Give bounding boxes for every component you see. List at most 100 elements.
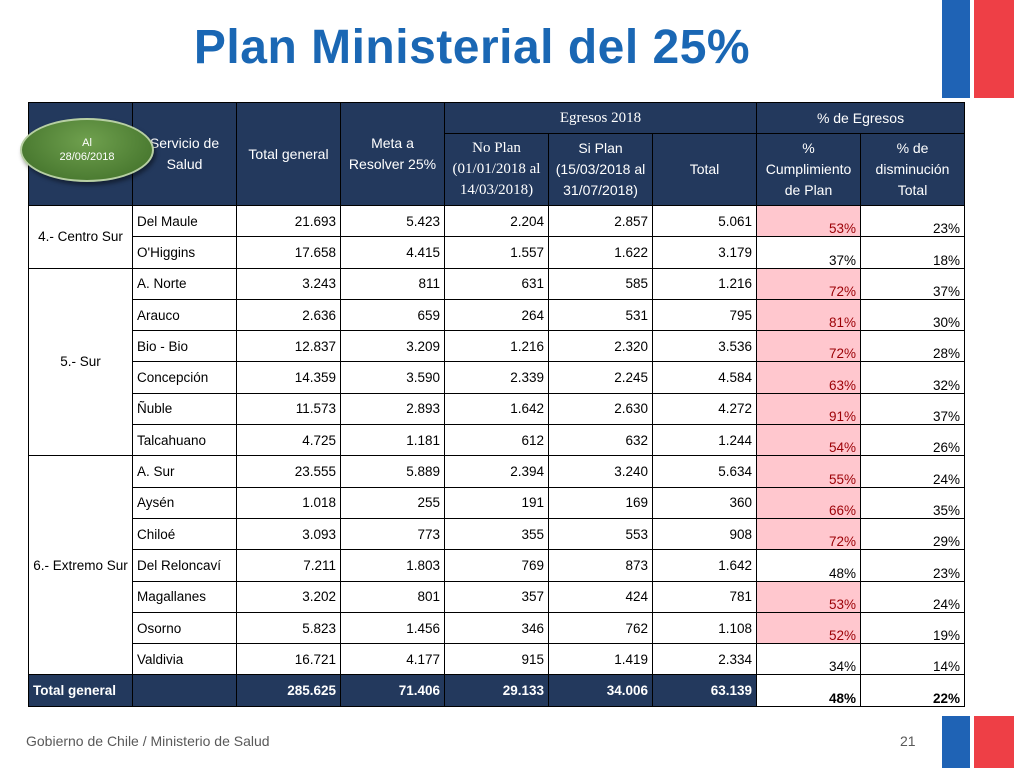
cell-disminucion: 30%	[860, 298, 966, 332]
cell-total-general: 2.636	[236, 298, 341, 332]
cell-meta: 4.415	[340, 236, 445, 269]
cell-cumplimiento: 66%	[756, 486, 862, 519]
cell-total-general: 4.725	[236, 424, 341, 457]
cell-meta: 3.590	[340, 361, 445, 394]
table-row: O'Higgins 17.658 4.415 1.557 1.622 3.179 37% 18…	[29, 236, 966, 269]
cell-servicio: A. Sur	[132, 455, 237, 488]
cell-si-plan: 169	[548, 486, 653, 519]
table-row: Bio - Bio 12.837 3.209 1.216 2.320 3.536 72% 28…	[29, 330, 966, 363]
cell-total: 1.108	[651, 611, 758, 645]
cell-cumplimiento: 34%	[756, 643, 862, 676]
cell-total: 1.216	[651, 267, 758, 300]
cell-meta: 801	[340, 580, 445, 613]
cell-meta: 5.889	[340, 455, 445, 488]
cell-servicio: Del Reloncaví	[132, 549, 237, 582]
cell-no-plan: 355	[444, 517, 549, 551]
header-total-general: Total general	[236, 102, 341, 206]
cell-total-general: 21.693	[236, 204, 341, 238]
table-row: Osorno 5.823 1.456 346 762 1.108 52% 19%	[29, 611, 966, 645]
cell-meta: 773	[340, 517, 445, 551]
cell-servicio: Concepción	[132, 361, 237, 394]
cell-disminucion: 19%	[860, 611, 966, 645]
cell-cumplimiento: 72%	[756, 330, 862, 363]
cell-total: 781	[651, 580, 758, 613]
cell-disminucion: 37%	[860, 392, 966, 426]
page-title: Plan Ministerial del 25%	[193, 21, 751, 74]
cell-si-plan: 3.240	[548, 455, 653, 488]
cell-no-plan: 612	[444, 424, 549, 457]
table-row: 4.- Centro Sur Del Maule 21.693 5.423 2.204 2…	[28, 204, 966, 269]
plan-table: Servicio de Salud Total general Meta a R…	[28, 102, 966, 707]
cell-disminucion: 37%	[860, 267, 966, 300]
cell-meta: 1.181	[340, 424, 445, 457]
cell-meta: 255	[340, 486, 445, 519]
cell-cumplimiento: 72%	[756, 267, 862, 300]
total-total-general: 285.625	[236, 674, 341, 707]
cell-servicio: Bio - Bio	[132, 330, 237, 363]
table-row: 6.- Extremo Sur A. Sur 23.555 5.889 2.394 3.2…	[28, 455, 966, 676]
table-row: Talcahuano 4.725 1.181 612 632 1.244 54% 26%	[29, 424, 966, 457]
cell-servicio: Talcahuano	[132, 424, 237, 457]
date-badge: Al 28/06/2018	[20, 118, 154, 182]
table-row: Magallanes 3.202 801 357 424 781 53% 24%	[29, 580, 966, 613]
cell-cumplimiento: 53%	[756, 580, 862, 613]
total-disminucion: 22%	[860, 674, 966, 707]
cell-si-plan: 632	[548, 424, 653, 457]
cell-total-general: 17.658	[236, 236, 341, 269]
cell-disminucion: 18%	[860, 236, 966, 269]
cell-total-general: 1.018	[236, 486, 341, 519]
cell-servicio: Valdivia	[132, 643, 237, 676]
page-number: 21	[900, 733, 916, 749]
table-row: Aysén 1.018 255 191 169 360 66% 35%	[29, 486, 966, 519]
cell-si-plan: 531	[548, 298, 653, 332]
cell-disminucion: 14%	[860, 643, 966, 676]
cell-cumplimiento: 54%	[756, 424, 862, 457]
cell-si-plan: 2.630	[548, 392, 653, 426]
cell-cumplimiento: 72%	[756, 517, 862, 551]
cell-si-plan: 873	[548, 549, 653, 582]
cell-total: 360	[651, 486, 758, 519]
header-si-plan: Si Plan (15/03/2018 al 31/07/2018)	[548, 133, 653, 206]
table-row: Arauco 2.636 659 264 531 795 81% 30%	[29, 298, 966, 332]
cell-no-plan: 1.642	[444, 392, 549, 426]
cell-no-plan: 346	[444, 611, 549, 645]
region-cell: 6.- Extremo Sur	[28, 455, 133, 676]
flag-decoration-bottom	[942, 716, 1014, 768]
cell-meta: 3.209	[340, 330, 445, 363]
cell-servicio: Aysén	[132, 486, 237, 519]
total-cumplimiento: 48%	[756, 674, 862, 707]
cell-servicio: Magallanes	[132, 580, 237, 613]
cell-meta: 659	[340, 298, 445, 332]
cell-total-general: 3.202	[236, 580, 341, 613]
cell-no-plan: 264	[444, 298, 549, 332]
cell-total: 5.634	[651, 455, 758, 488]
cell-si-plan: 2.320	[548, 330, 653, 363]
table-row: Del Reloncaví 7.211 1.803 769 873 1.642 48% 23%	[29, 549, 966, 582]
cell-total-general: 3.243	[236, 267, 341, 300]
cell-disminucion: 23%	[860, 204, 966, 238]
cell-cumplimiento: 63%	[756, 361, 862, 394]
table-body: 4.- Centro Sur Del Maule 21.693 5.423 2.204 2…	[28, 204, 966, 707]
cell-total-general: 16.721	[236, 643, 341, 676]
cell-meta: 1.456	[340, 611, 445, 645]
header-meta: Meta a Resolver 25%	[340, 102, 445, 206]
total-total: 63.139	[651, 674, 758, 707]
cell-no-plan: 357	[444, 580, 549, 613]
cell-meta: 1.803	[340, 549, 445, 582]
flag-decoration-top	[942, 0, 1014, 98]
cell-no-plan: 915	[444, 643, 549, 676]
total-label: Total general	[28, 674, 133, 707]
table-row: 5.- Sur A. Norte 3.243 811 631 585 1.216 72% 37%	[28, 267, 966, 457]
header-disminucion: % de disminución Total	[860, 133, 966, 206]
cell-disminucion: 32%	[860, 361, 966, 394]
cell-si-plan: 1.622	[548, 236, 653, 269]
cell-total-general: 12.837	[236, 330, 341, 363]
cell-cumplimiento: 55%	[756, 455, 862, 488]
header-egresos: Egresos 2018	[443, 102, 758, 134]
cell-total: 1.642	[651, 549, 758, 582]
cell-no-plan: 2.394	[444, 455, 549, 488]
table-row: Concepción 14.359 3.590 2.339 2.245 4.584 63% 3…	[29, 361, 966, 394]
cell-servicio: A. Norte	[132, 267, 237, 300]
cell-si-plan: 762	[548, 611, 653, 645]
cell-total: 3.536	[651, 330, 758, 363]
